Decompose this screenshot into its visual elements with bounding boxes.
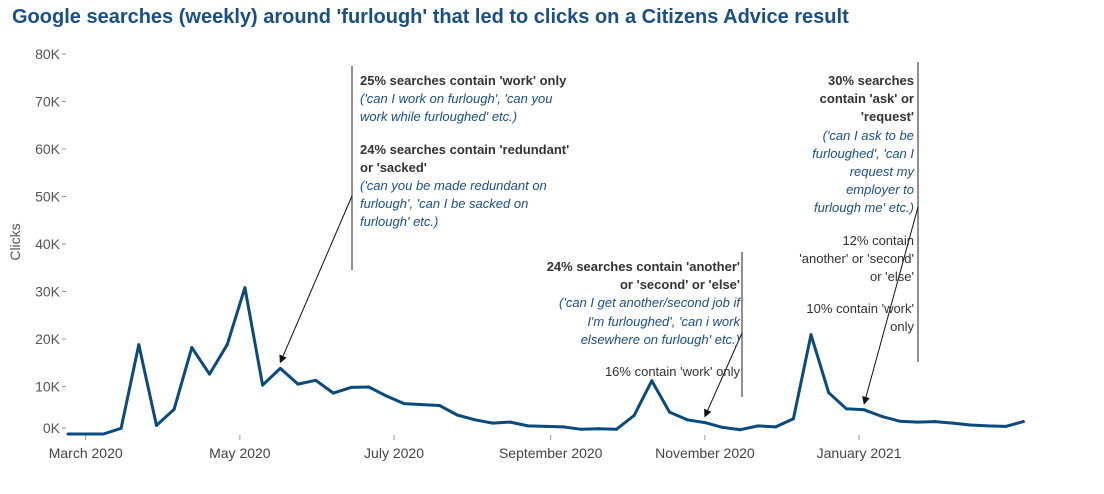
data-point: [986, 424, 990, 428]
series-group: [66, 286, 1025, 436]
x-tick-label: May 2020: [209, 445, 271, 461]
y-tick-label: 70K: [35, 94, 61, 110]
y-tick-label: 60K: [35, 141, 61, 157]
data-point: [597, 427, 601, 431]
annotation-2-normal: 16% contain 'work' only: [604, 364, 740, 380]
data-point: [190, 346, 194, 350]
data-point: [331, 391, 335, 395]
data-point: [119, 426, 123, 430]
data-point: [968, 423, 972, 427]
data-point: [827, 391, 831, 395]
data-point: [951, 421, 955, 425]
data-point: [420, 403, 424, 407]
annotation-1-arrow: [279, 195, 353, 364]
y-tick-label: 30K: [35, 284, 61, 300]
data-point: [844, 407, 848, 411]
annotation-lines: [279, 62, 919, 418]
data-point: [314, 378, 318, 382]
data-point: [491, 421, 495, 425]
annotation-3-bold: 30% searches contain 'ask' or 'request': [819, 73, 914, 125]
y-tick-label: 50K: [35, 189, 61, 205]
data-point: [898, 419, 902, 423]
x-ticks: March 2020 May 2020 July 2020 September 202…: [49, 435, 902, 461]
annotation-1-italic-1: ('can I work on furlough', 'can you work…: [360, 91, 553, 125]
data-point: [137, 343, 141, 347]
y-tick-label: 40K: [35, 236, 61, 252]
data-point: [933, 420, 937, 424]
data-point: [278, 366, 282, 370]
data-point: [438, 404, 442, 407]
data-point: [774, 425, 778, 429]
data-point: [738, 428, 742, 432]
data-point: [650, 379, 654, 383]
series-line: [66, 286, 1025, 436]
data-point: [261, 383, 265, 387]
data-point: [915, 420, 919, 424]
x-tick-label: March 2020: [49, 445, 123, 461]
annotation-3-arrow: [862, 206, 919, 405]
x-tick-label: November 2020: [655, 445, 755, 461]
y-tick-label: 20K: [35, 331, 61, 347]
data-point: [508, 420, 512, 424]
data-point: [526, 424, 530, 428]
data-point: [862, 408, 866, 412]
annotation-3-italic: ('can I ask to be furloughed', 'can I re…: [812, 127, 914, 216]
annotation-2-arrow: [704, 332, 743, 418]
data-point: [721, 425, 725, 429]
data-point: [455, 413, 459, 417]
data-point: [208, 372, 212, 376]
x-tick-label: July 2020: [364, 445, 424, 461]
annotation-3-normal-2: 10% contain 'work' only: [806, 301, 914, 335]
data-point: [685, 418, 689, 422]
data-point: [614, 427, 618, 431]
data-point: [756, 424, 760, 428]
y-axis-label: Clicks: [7, 223, 23, 260]
data-point: [632, 413, 636, 417]
data-point: [402, 402, 406, 406]
data-point: [809, 333, 813, 337]
annotation-2: 24% searches contain 'another' or 'secon…: [540, 258, 740, 381]
y-tick-label: 10K: [35, 379, 61, 395]
x-tick-label: September 2020: [499, 445, 603, 461]
x-tick-label: January 2021: [817, 445, 902, 461]
annotation-3: 30% searches contain 'ask' or 'request' …: [796, 72, 914, 337]
data-point: [349, 385, 353, 389]
annotation-1: 25% searches contain 'work' only ('can I…: [360, 72, 570, 232]
data-point: [579, 427, 583, 431]
data-point: [296, 382, 300, 386]
annotation-3-normal-1: 12% contain 'another' or 'second' or 'el…: [799, 232, 914, 285]
data-point: [243, 286, 247, 290]
data-point: [544, 424, 548, 428]
annotation-1-bold-1: 25% searches contain 'work' only: [360, 73, 567, 88]
data-point: [225, 343, 229, 347]
data-point: [172, 407, 176, 411]
data-point: [791, 417, 795, 421]
data-point: [668, 410, 672, 414]
annotation-2-bold: 24% searches contain 'another' or 'secon…: [546, 259, 740, 293]
y-tick-label: 80K: [35, 46, 61, 62]
annotation-1-bold-2: 24% searches contain 'redundant' or 'sac…: [360, 141, 570, 175]
data-point: [473, 418, 477, 422]
data-point: [561, 425, 565, 429]
data-point: [880, 414, 884, 418]
data-point: [1021, 420, 1025, 424]
data-point: [1004, 424, 1008, 428]
data-point: [154, 423, 158, 427]
y-ticks: 0K 10K 20K 30K 40K 50K 60K 70K 80K: [35, 46, 66, 436]
data-point: [384, 394, 388, 398]
y-tick-label: 0K: [43, 420, 61, 436]
annotation-2-italic: ('can I get another/second job if I'm fu…: [559, 295, 740, 347]
chart-title: Google searches (weekly) around 'furloug…: [12, 6, 849, 28]
data-point: [367, 385, 371, 389]
annotation-1-italic-2: ('can you be made redundant on furlough'…: [360, 178, 547, 230]
data-point: [703, 421, 707, 425]
